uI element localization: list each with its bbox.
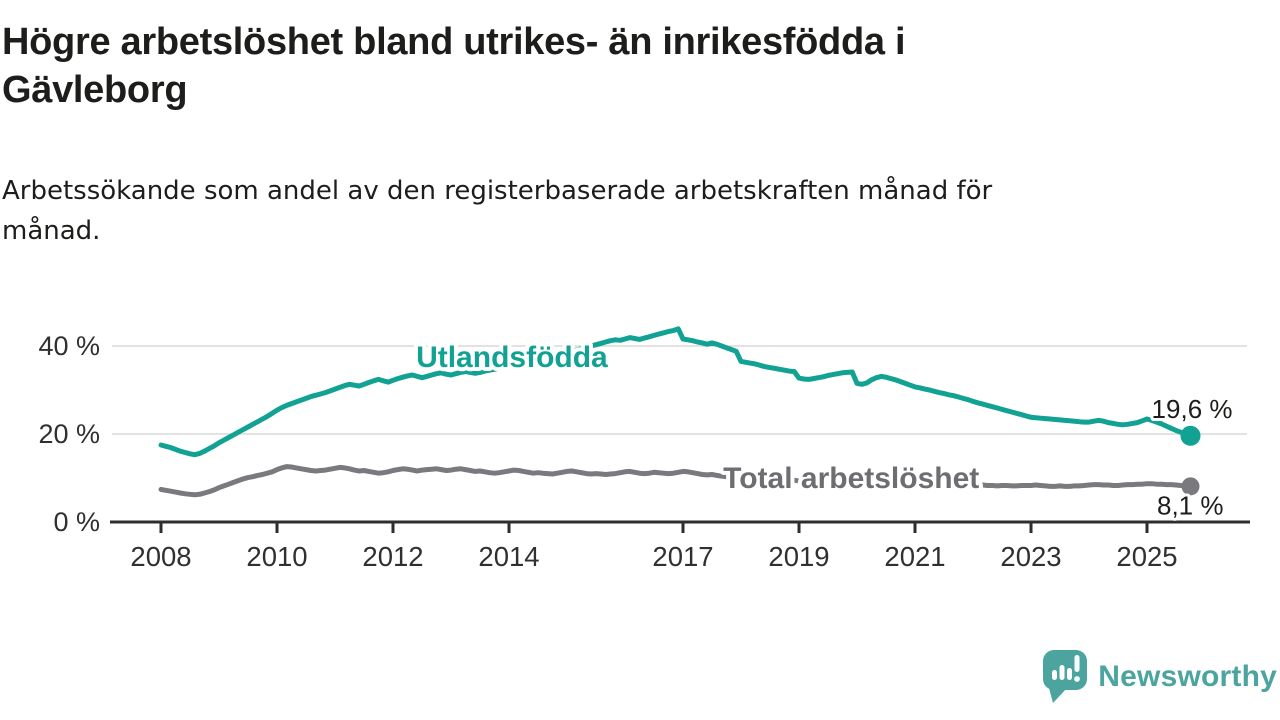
x-tick-label: 2010 bbox=[246, 541, 307, 572]
series-line-total-arbetsl-shet bbox=[158, 464, 1193, 498]
y-tick-label: 20 % bbox=[38, 419, 100, 449]
end-value-label: 8,1 % bbox=[1157, 490, 1224, 520]
end-value-label: 19,6 % bbox=[1152, 394, 1233, 424]
newsworthy-logo-icon bbox=[1043, 650, 1088, 703]
series-end-dot bbox=[1180, 425, 1201, 446]
series-label: Utlandsfödda bbox=[416, 341, 608, 374]
series-end-dot bbox=[1181, 477, 1200, 496]
newsworthy-wordmark: Newsworthy bbox=[1098, 660, 1277, 693]
chart-subtitle-line-1: Arbetssökande som andel av den registerb… bbox=[2, 176, 993, 206]
chart-title: Högre arbetslöshet bland utrikes- än inr… bbox=[2, 18, 1152, 114]
y-tick-label: 0 % bbox=[53, 507, 100, 537]
newsworthy-logo: Newsworthy bbox=[1042, 650, 1277, 704]
x-tick-label: 2008 bbox=[130, 541, 191, 572]
series-label: Total arbetslöshet bbox=[723, 462, 979, 495]
x-tick-label: 2021 bbox=[884, 541, 945, 572]
chart-subtitle: Arbetssökande som andel av den registerb… bbox=[2, 171, 1202, 251]
x-tick-label: 2025 bbox=[1116, 541, 1177, 572]
chart-title-line-2: Gävleborg bbox=[2, 69, 188, 111]
chart-title-line-1: Högre arbetslöshet bland utrikes- än inr… bbox=[2, 21, 906, 63]
x-tick-label: 2023 bbox=[1000, 541, 1061, 572]
y-tick-label: 40 % bbox=[38, 331, 100, 361]
x-tick-label: 2014 bbox=[478, 541, 539, 572]
x-tick-label: 2017 bbox=[652, 541, 713, 572]
x-tick-label: 2012 bbox=[362, 541, 423, 572]
x-tick-label: 2019 bbox=[768, 541, 829, 572]
series-line-utlandsf-dda bbox=[158, 326, 1193, 458]
chart-subtitle-line-2: månad. bbox=[2, 216, 101, 246]
